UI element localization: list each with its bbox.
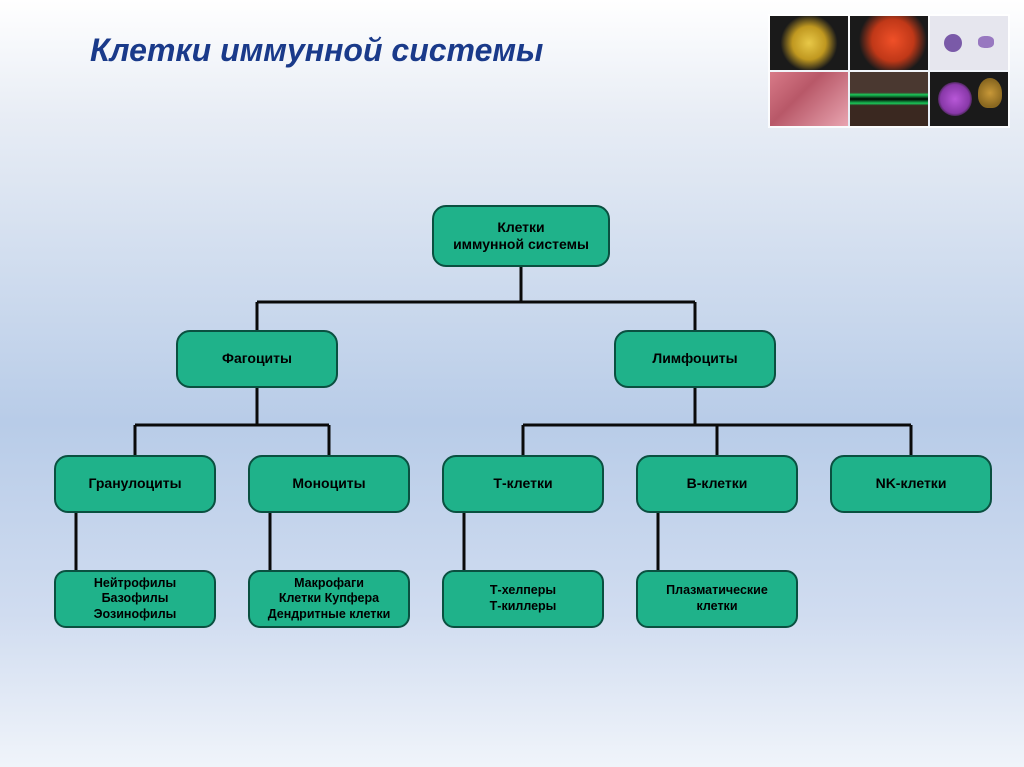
node-b-cells-leaf: Плазматическиеклетки [636,570,798,628]
node-t-cells-leaf: Т-хелперыТ-киллеры [442,570,604,628]
node-granulocytes-leaf: НейтрофилыБазофилыЭозинофилы [54,570,216,628]
thumbnail-cell-3 [930,16,1008,70]
node-root: Клеткииммунной системы [432,205,610,267]
thumbnail-grid [768,14,1010,128]
node-monocytes-leaf: МакрофагиКлетки КупфераДендритные клетки [248,570,410,628]
node-label: Т-клетки [493,475,552,493]
node-label: Моноциты [292,475,365,493]
node-label: НейтрофилыБазофилыЭозинофилы [94,576,177,623]
tree-connectors [0,190,1024,710]
node-monocytes: Моноциты [248,455,410,513]
node-nk-cells: NK-клетки [830,455,992,513]
node-label: Плазматическиеклетки [666,583,768,614]
node-label: МакрофагиКлетки КупфераДендритные клетки [268,576,391,623]
node-label: Фагоциты [222,350,292,368]
thumbnail-cell-2 [850,16,928,70]
page-title: Клетки иммунной системы [90,32,543,69]
thumbnail-cell-6 [930,72,1008,126]
node-label: В-клетки [687,475,748,493]
node-b-cells: В-клетки [636,455,798,513]
node-phagocytes: Фагоциты [176,330,338,388]
node-label: NK-клетки [876,475,947,493]
node-label: Т-хелперыТ-киллеры [490,583,557,614]
node-t-cells: Т-клетки [442,455,604,513]
node-label: Клеткииммунной системы [453,219,589,254]
thumbnail-cell-4 [770,72,848,126]
node-label: Гранулоциты [88,475,181,493]
thumbnail-cell-5 [850,72,928,126]
node-lymphocytes: Лимфоциты [614,330,776,388]
node-granulocytes: Гранулоциты [54,455,216,513]
thumbnail-cell-1 [770,16,848,70]
node-label: Лимфоциты [652,350,737,368]
